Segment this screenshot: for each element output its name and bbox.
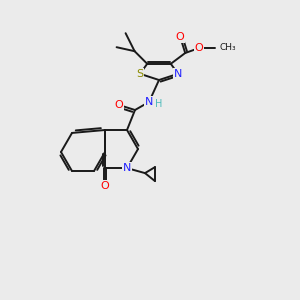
Text: N: N <box>123 163 131 173</box>
Text: O: O <box>100 181 109 191</box>
Text: N: N <box>174 69 182 79</box>
Text: CH₃: CH₃ <box>219 44 236 52</box>
Text: O: O <box>195 43 204 53</box>
Text: O: O <box>176 32 184 42</box>
Text: N: N <box>145 97 153 107</box>
Text: H: H <box>155 99 163 109</box>
Text: O: O <box>115 100 123 110</box>
Text: S: S <box>136 69 144 79</box>
